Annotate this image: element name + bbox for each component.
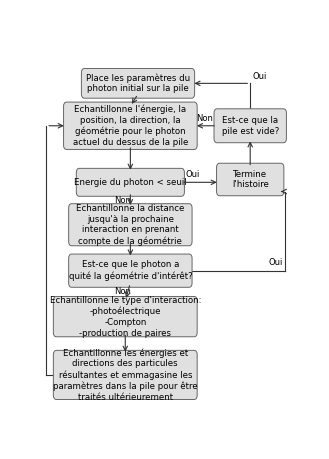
Text: Oui: Oui: [253, 72, 267, 80]
Text: Echantillonne l'énergie, la
position, la direction, la
géométrie pour le photon
: Echantillonne l'énergie, la position, la…: [73, 105, 188, 147]
FancyBboxPatch shape: [69, 254, 192, 287]
FancyBboxPatch shape: [81, 68, 195, 98]
FancyBboxPatch shape: [53, 350, 197, 399]
FancyBboxPatch shape: [214, 109, 287, 143]
FancyBboxPatch shape: [69, 204, 192, 246]
Text: Energie du photon < seuil: Energie du photon < seuil: [74, 178, 187, 187]
FancyBboxPatch shape: [216, 163, 284, 196]
Text: Est-ce que la
pile est vide?: Est-ce que la pile est vide?: [221, 116, 279, 136]
Text: Non: Non: [114, 286, 131, 296]
Text: Est-ce que le photon a
quité la géométrie d'intérêt?: Est-ce que le photon a quité la géométri…: [68, 261, 192, 281]
Text: Termine
l'histoire: Termine l'histoire: [232, 170, 269, 190]
Text: Echantillonne le type d'interaction:
-photoélectrique
-Compton
-production de pa: Echantillonne le type d'interaction: -ph…: [50, 296, 201, 337]
FancyBboxPatch shape: [53, 297, 197, 337]
Text: Echantillonne les énergies et
directions des particules
résultantes et emmagasin: Echantillonne les énergies et directions…: [53, 348, 198, 402]
Text: Place les paramètres du
photon initial sur la pile: Place les paramètres du photon initial s…: [86, 73, 190, 94]
Text: Non: Non: [114, 196, 131, 205]
Text: Echantillonne la distance
jusqu'à la prochaine
interaction en prenant
compte de : Echantillonne la distance jusqu'à la pro…: [76, 204, 185, 246]
FancyBboxPatch shape: [76, 168, 185, 196]
Text: Non: Non: [196, 114, 213, 123]
FancyBboxPatch shape: [63, 102, 197, 150]
Text: Oui: Oui: [185, 170, 200, 179]
Text: Oui: Oui: [269, 258, 283, 267]
